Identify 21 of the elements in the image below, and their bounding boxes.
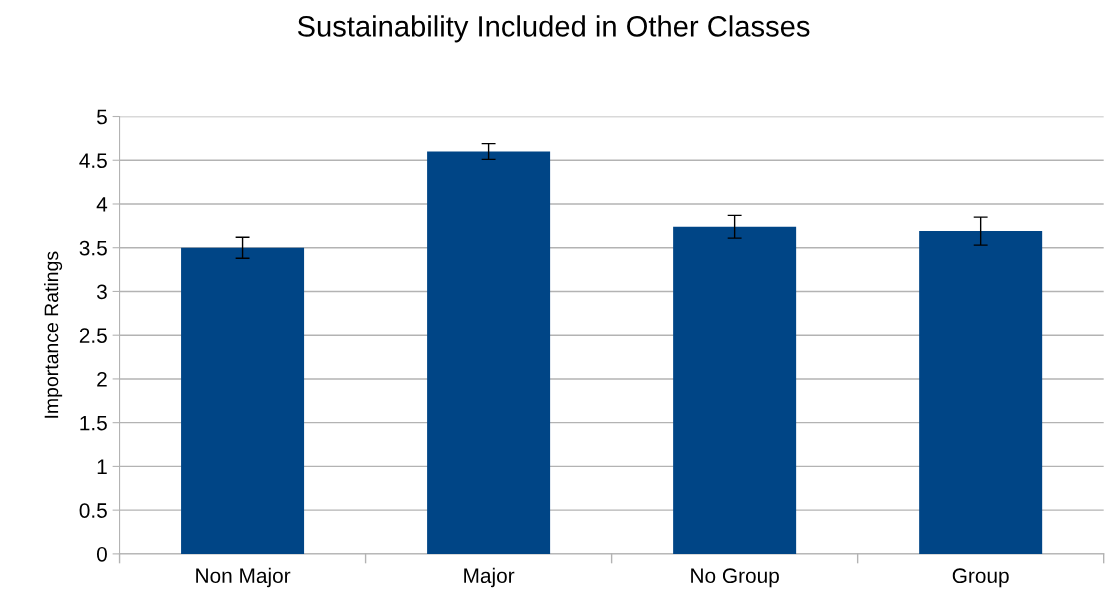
bar <box>919 231 1043 554</box>
y-tick-label: 3.5 <box>79 240 107 256</box>
bar <box>673 226 797 554</box>
x-tick-label: Group <box>952 568 1009 588</box>
chart-title: Sustainability Included in Other Classes <box>297 15 810 43</box>
y-tick-label: 1.5 <box>80 415 107 431</box>
y-tick-label: 4 <box>96 197 108 212</box>
y-tick-label: 5 <box>97 109 107 125</box>
y-axis-title: Importance Ratings <box>44 251 63 418</box>
x-tick-label: Major <box>464 567 515 588</box>
y-tick-label: 0.5 <box>79 503 107 518</box>
x-tick-label: No Group <box>691 568 779 588</box>
y-tick-label: 2 <box>97 371 107 387</box>
y-tick-label: 4.5 <box>79 153 107 168</box>
y-tick-label: 0 <box>96 546 107 562</box>
y-tick-label: 3 <box>96 284 107 300</box>
y-tick-label: 2.5 <box>79 328 107 343</box>
bar <box>181 247 305 554</box>
y-tick-label: 1 <box>97 459 107 474</box>
x-tick-label: Non Major <box>196 567 291 588</box>
bar <box>427 151 551 554</box>
